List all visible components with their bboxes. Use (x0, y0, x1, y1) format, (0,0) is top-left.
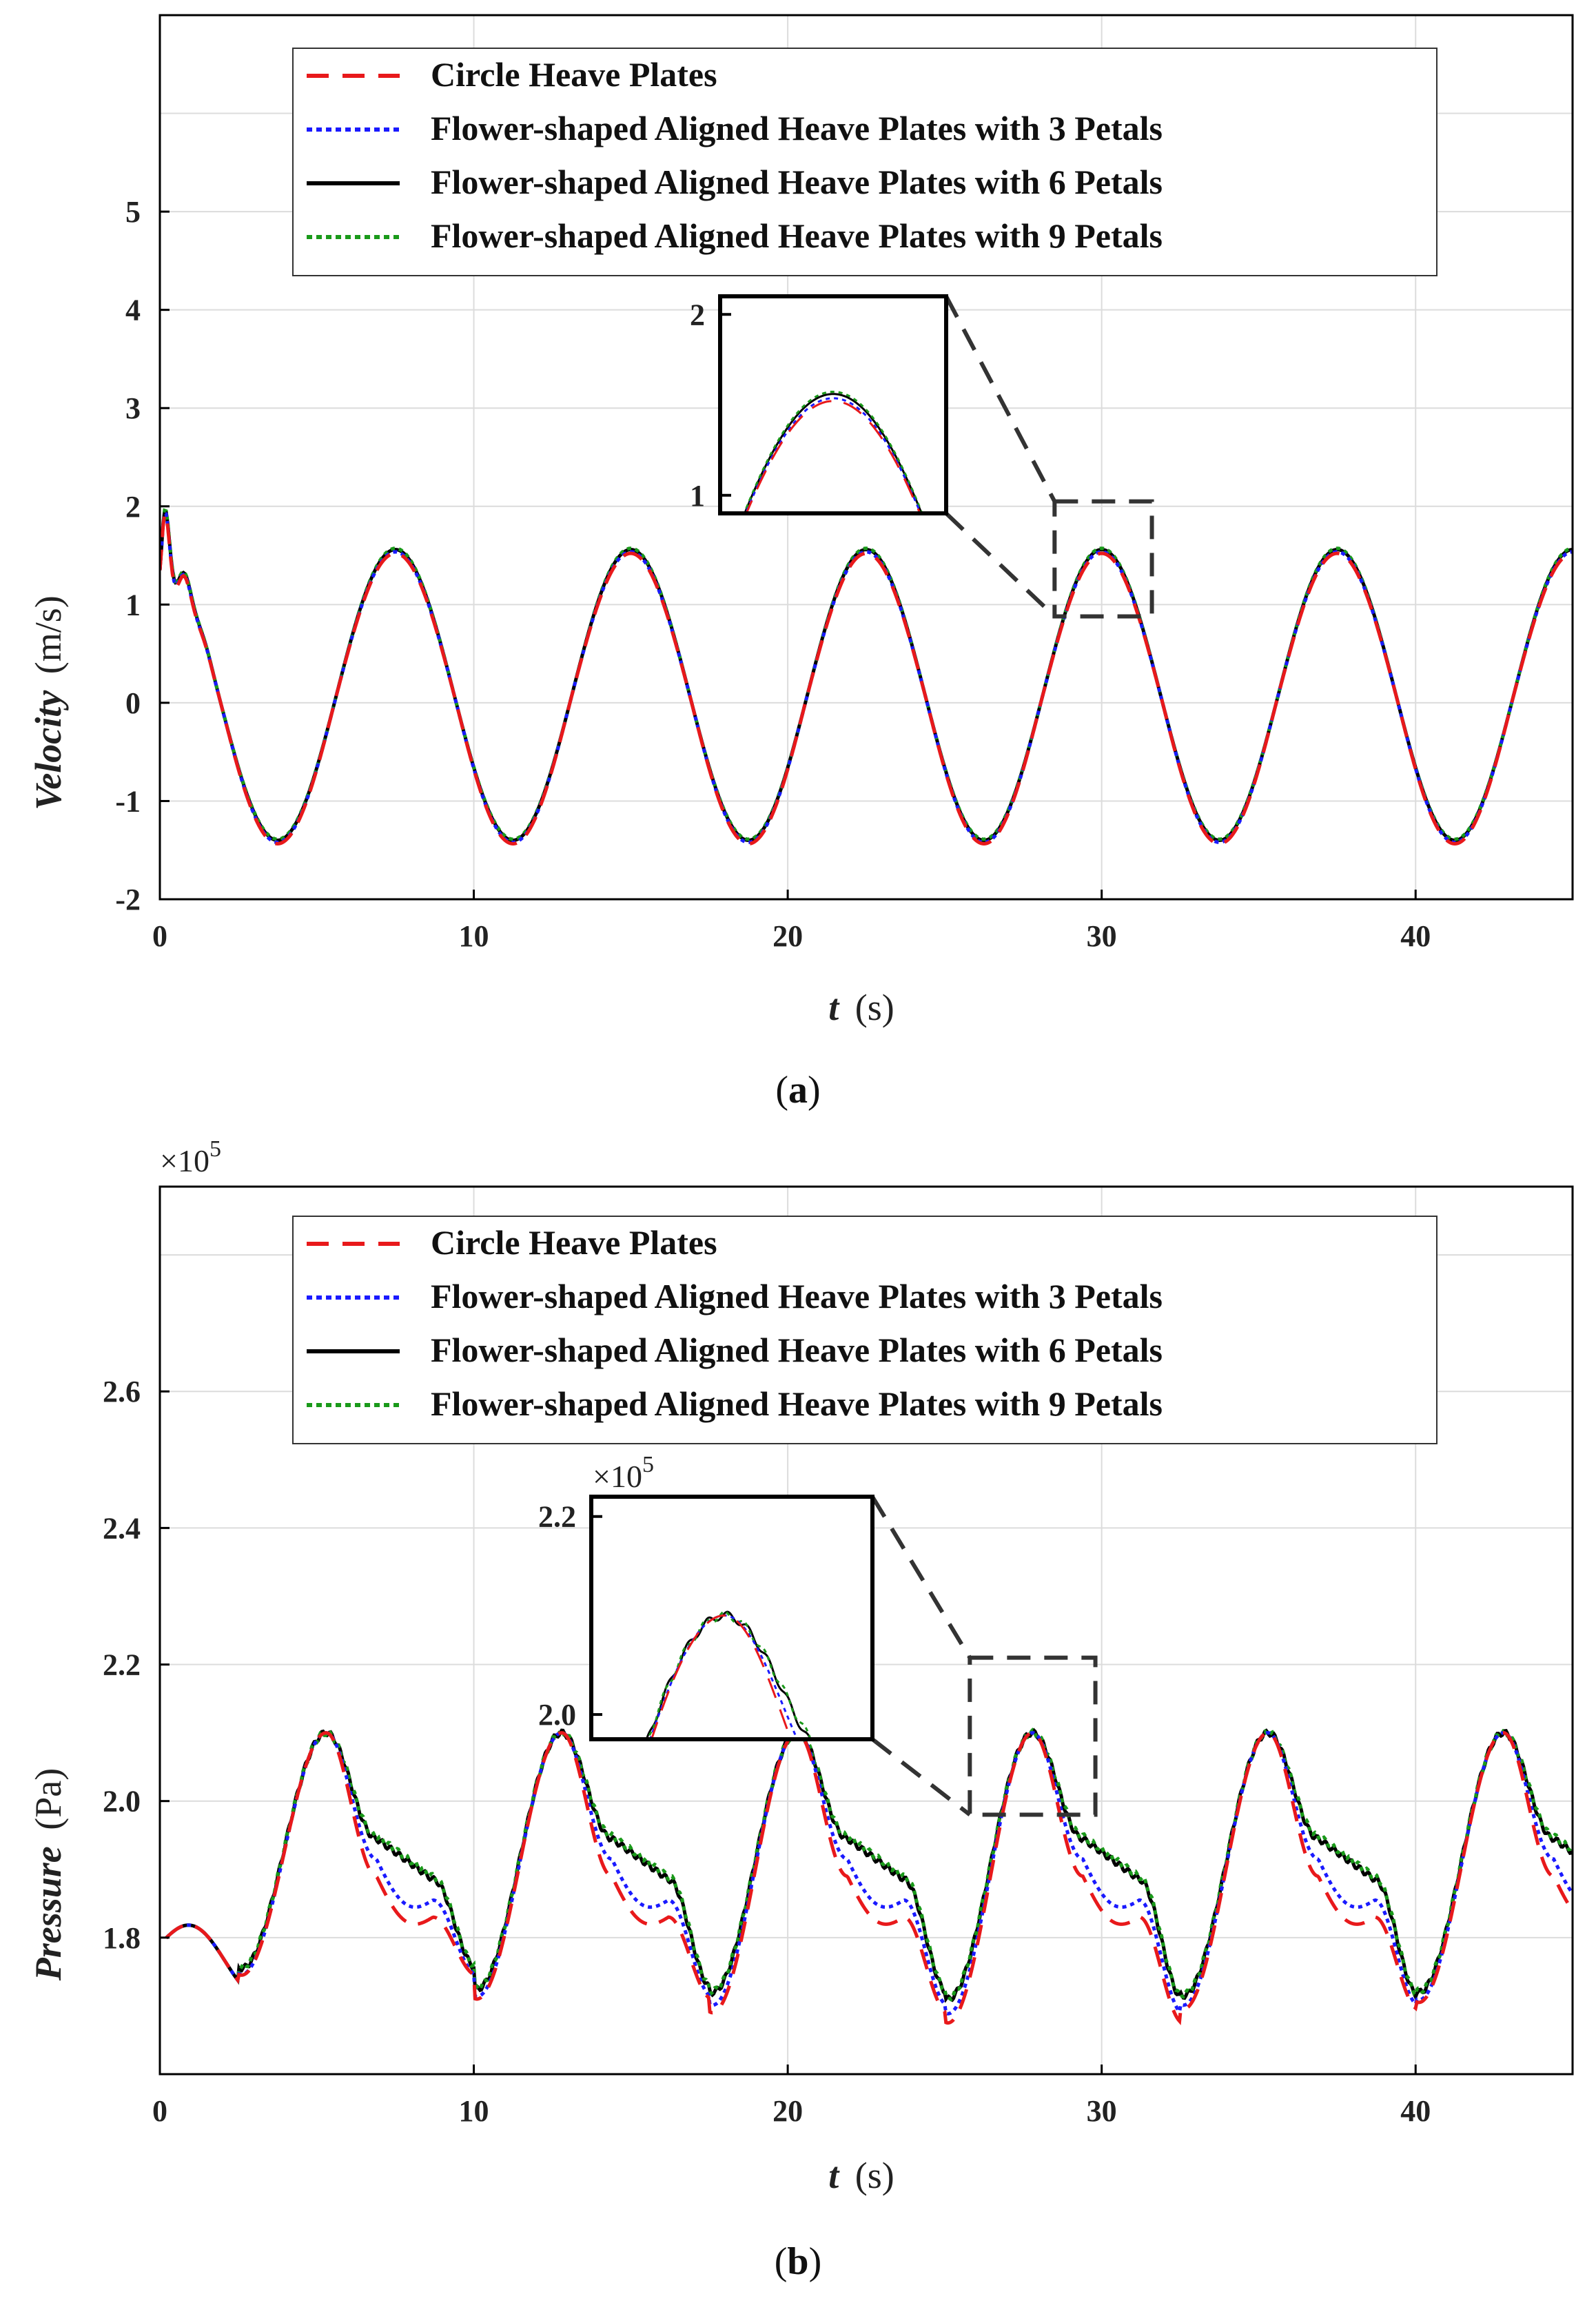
x-tick-label: 30 (1087, 919, 1117, 953)
y-tick-label: 4 (125, 294, 141, 327)
connector-line (944, 295, 1056, 503)
legend-label: Flower-shaped Aligned Heave Plates with … (431, 163, 1163, 201)
y-tick-label: 1 (125, 588, 141, 622)
y-axis-label: Velocity (m/s) (28, 595, 69, 810)
series-line-4 (743, 390, 923, 513)
x-ticks: 0 10 20 30 40 (152, 2065, 1431, 2128)
legend-label: Flower-shaped Aligned Heave Plates with … (431, 1277, 1163, 1315)
y-tick-label: 2.2 (103, 1648, 141, 1682)
chart-pressure: 1.8 2.0 2.2 2.4 2.6 0 10 20 30 40 ×105 Pressure … (28, 1136, 1574, 2283)
zoom-indicator (870, 1495, 1098, 1817)
zoom-indicator (944, 295, 1154, 619)
series-line-2 (648, 1614, 799, 1739)
inset-y-tick-label: 2 (690, 298, 705, 331)
y-tick-label: 0 (125, 686, 141, 720)
connector-line (871, 1737, 972, 1816)
y-ticks: -2 -1 0 1 2 3 4 5 (115, 195, 170, 916)
series-line-1 (165, 1731, 1573, 2026)
series-line-3 (645, 1610, 812, 1739)
y-axis-label: Pressure (Pa) (28, 1768, 69, 1981)
y-tick-label: 1.8 (103, 1921, 141, 1955)
y-tick-label: 2 (125, 490, 141, 524)
series-line-4 (160, 508, 1573, 841)
x-tick-label: 20 (773, 919, 803, 953)
inset-background (720, 296, 946, 513)
plot-frame (158, 14, 1574, 901)
legend-label: Circle Heave Plates (431, 1223, 717, 1262)
inset-y-tick-label: 2.0 (538, 1698, 576, 1732)
legend: Circle Heave Plates Flower-shaped Aligned… (292, 48, 1438, 276)
legend-label: Flower-shaped Aligned Heave Plates with … (431, 216, 1163, 255)
series-line-2 (165, 1731, 1573, 2016)
panel-label-b: (b) (775, 2240, 821, 2283)
y-tick-label: 2.4 (103, 1511, 141, 1545)
inset-exponent: ×105 (593, 1452, 654, 1494)
connector-line (944, 511, 1056, 618)
series-line-4 (165, 1728, 1573, 2002)
panel-label-a: (a) (775, 1069, 820, 1111)
inset-velocity: 12 (690, 294, 948, 515)
inset-frame (589, 1495, 874, 1741)
zoom-box (1052, 499, 1154, 619)
inset-y-tick-label: 1 (690, 479, 705, 513)
inset-series (743, 390, 923, 513)
x-tick-label: 0 (152, 2094, 167, 2128)
y-tick-label: 3 (125, 391, 141, 425)
series-line-1 (745, 400, 921, 513)
x-ticks: 0 10 20 30 40 (152, 890, 1431, 953)
x-tick-label: 30 (1087, 2094, 1117, 2128)
inset-pressure: 2.0 2.2 ×105 (538, 1452, 874, 1741)
connector-line (870, 1495, 972, 1659)
inset-y-tick-label: 2.2 (538, 1500, 576, 1534)
x-tick-label: 10 (459, 2094, 489, 2128)
x-axis-label: t (s) (828, 987, 894, 1028)
series-lines (165, 1728, 1573, 2026)
series-line-3 (165, 1728, 1573, 2003)
y-ticks: 1.8 2.0 2.2 2.4 2.6 (103, 1375, 170, 1955)
legend-label: Flower-shaped Aligned Heave Plates with … (431, 109, 1163, 147)
y-tick-label: 2.0 (103, 1785, 141, 1819)
x-tick-label: 40 (1400, 2094, 1431, 2128)
plot-frame (158, 1185, 1574, 2076)
series-line-1 (160, 511, 1573, 846)
y-tick-label: 2.6 (103, 1375, 141, 1408)
series-line-4 (646, 1610, 812, 1739)
legend-label: Circle Heave Plates (431, 55, 717, 94)
inset-series (645, 1610, 812, 1739)
x-tick-label: 40 (1400, 919, 1431, 953)
inset-frame (718, 294, 948, 515)
x-tick-label: 20 (773, 2094, 803, 2128)
zoom-box (968, 1655, 1098, 1817)
x-tick-label: 0 (152, 919, 167, 953)
legend-label: Flower-shaped Aligned Heave Plates with … (431, 1384, 1163, 1423)
y-tick-label: -1 (115, 784, 141, 818)
x-tick-label: 10 (459, 919, 489, 953)
y-exponent: ×105 (160, 1136, 221, 1178)
x-axis-label: t (s) (828, 2155, 894, 2196)
y-tick-label: 5 (125, 195, 141, 229)
legend: Circle Heave Plates Flower-shaped Aligned… (292, 1216, 1438, 1444)
series-lines (160, 508, 1573, 846)
y-tick-label: -2 (115, 883, 141, 916)
legend-label: Flower-shaped Aligned Heave Plates with … (431, 1331, 1163, 1369)
